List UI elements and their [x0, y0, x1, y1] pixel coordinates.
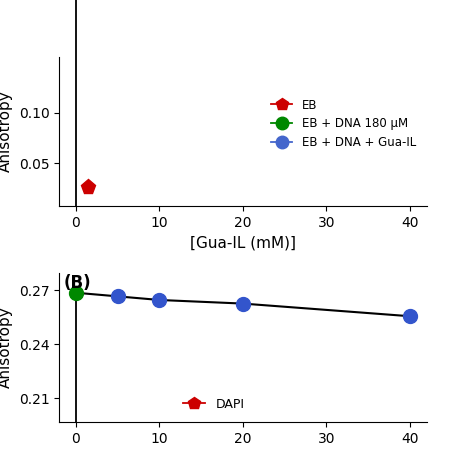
- Text: (B): (B): [64, 274, 91, 292]
- Legend: DAPI: DAPI: [178, 392, 249, 416]
- Y-axis label: Anisotropy: Anisotropy: [0, 307, 13, 388]
- Legend: EB, EB + DNA 180 μM, EB + DNA + Gua-IL: EB, EB + DNA 180 μM, EB + DNA + Gua-IL: [266, 94, 421, 154]
- Y-axis label: Anisotropy: Anisotropy: [0, 91, 13, 172]
- X-axis label: [Gua-IL (mM)]: [Gua-IL (mM)]: [190, 235, 296, 250]
